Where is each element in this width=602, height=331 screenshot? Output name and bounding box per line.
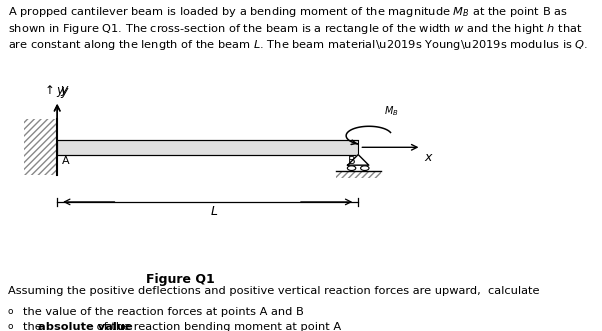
Text: shown in Figure Q1. The cross-section of the beam is a rectangle of the width $w: shown in Figure Q1. The cross-section of…: [8, 22, 582, 35]
Circle shape: [347, 166, 356, 170]
Text: $y$: $y$: [60, 84, 70, 98]
Text: o: o: [8, 322, 13, 331]
Text: o: o: [8, 307, 13, 316]
Text: the: the: [23, 322, 45, 331]
Bar: [24, 119, 57, 175]
Text: B: B: [347, 156, 355, 166]
Text: absolute value: absolute value: [38, 322, 132, 331]
Bar: [57, 140, 358, 155]
Text: $x$: $x$: [424, 151, 434, 164]
Text: $\uparrow$$y$: $\uparrow$$y$: [42, 83, 66, 99]
Text: $L$: $L$: [209, 205, 218, 217]
Text: are constant along the length of the beam $L$. The beam material\u2019s Young\u2: are constant along the length of the bea…: [8, 38, 588, 52]
Polygon shape: [347, 155, 369, 165]
Text: $y$: $y$: [60, 86, 69, 100]
Text: Figure Q1: Figure Q1: [146, 273, 215, 286]
Text: A propped cantilever beam is loaded by a bending moment of the magnitude $M_B$ a: A propped cantilever beam is loaded by a…: [8, 5, 568, 19]
Text: $M_{\mathit{B}}$: $M_{\mathit{B}}$: [384, 104, 399, 118]
Text: A: A: [62, 156, 70, 166]
Text: the value of the reaction forces at points A and B: the value of the reaction forces at poin…: [23, 307, 303, 317]
Bar: [336, 171, 380, 178]
Circle shape: [361, 166, 369, 170]
Text: of the reaction bending moment at point A: of the reaction bending moment at point …: [93, 322, 341, 331]
Text: Assuming the positive deflections and positive vertical reaction forces are upwa: Assuming the positive deflections and po…: [8, 286, 539, 296]
